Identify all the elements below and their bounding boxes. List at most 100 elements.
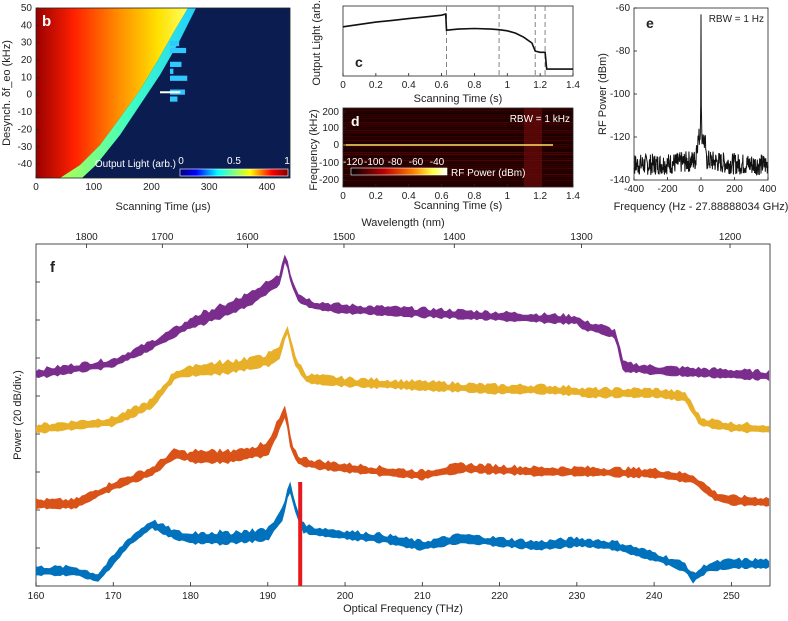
- panel-b-ytick-label: 10: [21, 72, 33, 83]
- panel-f-xtick-label: 240: [646, 591, 663, 602]
- panel-f-top-tick-label: 1200: [719, 232, 742, 243]
- panel-b-colorbar-tick: 0: [178, 156, 184, 167]
- panel-b-step: [170, 75, 188, 81]
- panel-f-top-tick-label: 1300: [570, 232, 593, 243]
- panel-d-noise-row: [343, 162, 573, 164]
- panel-f-xtick-label: 160: [28, 591, 45, 602]
- panel-d-colorbar-tick: -40: [430, 157, 445, 168]
- panel-c-xtick-label: 0: [340, 80, 346, 91]
- panel-d-colorbar-tick: -60: [409, 157, 424, 168]
- panel-b-ytick-label: -10: [18, 107, 33, 118]
- panel-d-noise-row: [343, 140, 573, 142]
- panel-d-xtick-label: 0.4: [402, 191, 416, 202]
- panel-e-xtick-label: 200: [726, 184, 743, 195]
- panel-c-ylabel: Output Light (arb.): [311, 0, 323, 86]
- panel-d-xlabel: Scanning Time (s): [414, 200, 503, 212]
- panel-c-xtick-label: 1.4: [566, 80, 580, 91]
- panel-d-noise-row: [343, 114, 573, 116]
- panel-b-xtick-label: 300: [201, 182, 218, 193]
- panel-f-xlabel: Optical Frequency (THz): [343, 603, 463, 615]
- panel-e-xtick-label: -400: [624, 184, 644, 195]
- panel-f-letter: f: [50, 259, 56, 276]
- panel-b-step: [170, 47, 187, 54]
- panel-e-rf-spectrum: -400 -200 0 200 400 -60 -80 -100 -120 -140 e RBW …: [597, 3, 788, 213]
- panel-b-ylabel: Desynch. δf_eo (kHz): [1, 40, 13, 146]
- panel-f-series: [36, 254, 770, 584]
- panel-d-noise-row: [343, 156, 573, 158]
- panel-d-ytick-label: 100: [322, 123, 339, 134]
- panel-f-top-tick-label: 1600: [236, 232, 259, 243]
- panel-b-transition-band: [60, 8, 196, 178]
- panel-d-noise-row: [343, 170, 573, 172]
- panel-f-top-tick-label: 1700: [151, 232, 174, 243]
- panel-f-xtick-label: 180: [182, 591, 199, 602]
- panel-d-noise-row: [343, 126, 573, 128]
- panel-d-noise-row: [343, 152, 573, 154]
- panel-d-noise-row: [343, 176, 573, 178]
- panel-d-ytick-label: -100: [319, 158, 339, 169]
- panel-d-noise-row: [343, 108, 573, 110]
- panel-e-letter: e: [646, 15, 654, 31]
- panel-e-ytick-label: -120: [610, 132, 630, 143]
- panel-d-noise-row: [343, 160, 573, 162]
- panel-b-ytick-label: 50: [21, 3, 33, 14]
- panel-b-ytick-label: -40: [18, 159, 33, 170]
- panel-c-xtick-label: 0.4: [402, 80, 416, 91]
- panel-f-pump-marker: [298, 482, 303, 586]
- panel-d-noise-row: [343, 154, 573, 156]
- panel-f-xtick-label: 170: [105, 591, 122, 602]
- panel-b-step: [170, 96, 178, 102]
- panel-c-line-chart: 0 0.2 0.4 0.6 0.8 1 1.2 1.4 c Scanning Time (s)…: [311, 0, 580, 105]
- panel-d-ytick-label: -200: [319, 175, 339, 186]
- panel-d-xtick-label: 1: [505, 191, 511, 202]
- panel-d-xtick-label: 0: [340, 191, 346, 202]
- panel-c-xtick-label: 0.2: [369, 80, 383, 91]
- panel-b-xlabel: Scanning Time (μs): [116, 201, 211, 213]
- panel-b-xtick-label: 400: [259, 182, 276, 193]
- panel-d-noise-row: [343, 124, 573, 126]
- panel-e-xtick-label: 0: [698, 184, 704, 195]
- panel-f-spectrum-3: [36, 405, 770, 510]
- panel-b-step: [170, 68, 174, 74]
- panel-d-xtick-label: 1.2: [533, 191, 547, 202]
- panel-f-top-xlabel: Wavelength (nm): [361, 217, 444, 229]
- panel-b-locked-region: [36, 8, 188, 178]
- panel-e-axes: -400 -200 0 200 400 -60 -80 -100 -120 -140: [610, 3, 777, 195]
- panel-f-top-tick-label: 1800: [75, 232, 98, 243]
- panel-d-colorbar-ticks: -120 -100 -80 -60 -40: [343, 157, 445, 168]
- panel-d-noise: [343, 108, 573, 187]
- panel-f-xtick-label: 250: [723, 591, 740, 602]
- panel-f-optical-spectra: 160 170 180 190 200 210 220 230 240 250 1800 1700 16…: [12, 217, 771, 615]
- panel-d-noise-row: [343, 168, 573, 170]
- panel-b-xtick-label: 200: [143, 182, 160, 193]
- panel-c-axes: 0 0.2 0.4 0.6 0.8 1 1.2 1.4: [340, 73, 580, 91]
- panel-d-noise-row: [343, 110, 573, 112]
- panel-d-noise-row: [343, 184, 573, 186]
- panel-d-ylabel: Frequency (kHz): [308, 109, 320, 190]
- panel-d-noise-row: [343, 158, 573, 160]
- panel-f-spectrum-1: [36, 254, 770, 381]
- panel-f-spectrum-4: [36, 481, 770, 584]
- panel-d-noise-row: [343, 166, 573, 168]
- panel-c-xtick-label: 0.6: [435, 80, 449, 91]
- panel-e-xtick-label: -200: [657, 184, 677, 195]
- panel-b-ytick-label: -20: [18, 124, 33, 135]
- panel-d-letter: d: [351, 113, 360, 129]
- panel-d-heatmap: 0 0.2 0.4 0.6 0.8 1 1.2 1.4 200 100 0 -100 -200 d RB…: [308, 107, 580, 212]
- panel-d-noise-row: [343, 172, 573, 174]
- panel-f-xtick-label: 220: [491, 591, 508, 602]
- panel-b-colorbar-label: Output Light (arb.): [95, 159, 176, 170]
- panel-d-ytick-label: 200: [322, 107, 339, 118]
- panel-b-step: [170, 61, 182, 67]
- panel-b-xtick-label: 0: [33, 182, 39, 193]
- panel-f-xtick-label: 230: [568, 591, 585, 602]
- panel-d-noise-row: [343, 142, 573, 144]
- panel-f-xtick-label: 210: [414, 591, 431, 602]
- panel-d-bright-band: [524, 108, 542, 187]
- panel-e-xlabel: Frequency (Hz - 27.88888034 GHz): [614, 201, 788, 213]
- panel-f-xtick-label: 200: [337, 591, 354, 602]
- panel-d-xtick-label: 0.6: [435, 191, 449, 202]
- panel-d-noise-row: [343, 180, 573, 182]
